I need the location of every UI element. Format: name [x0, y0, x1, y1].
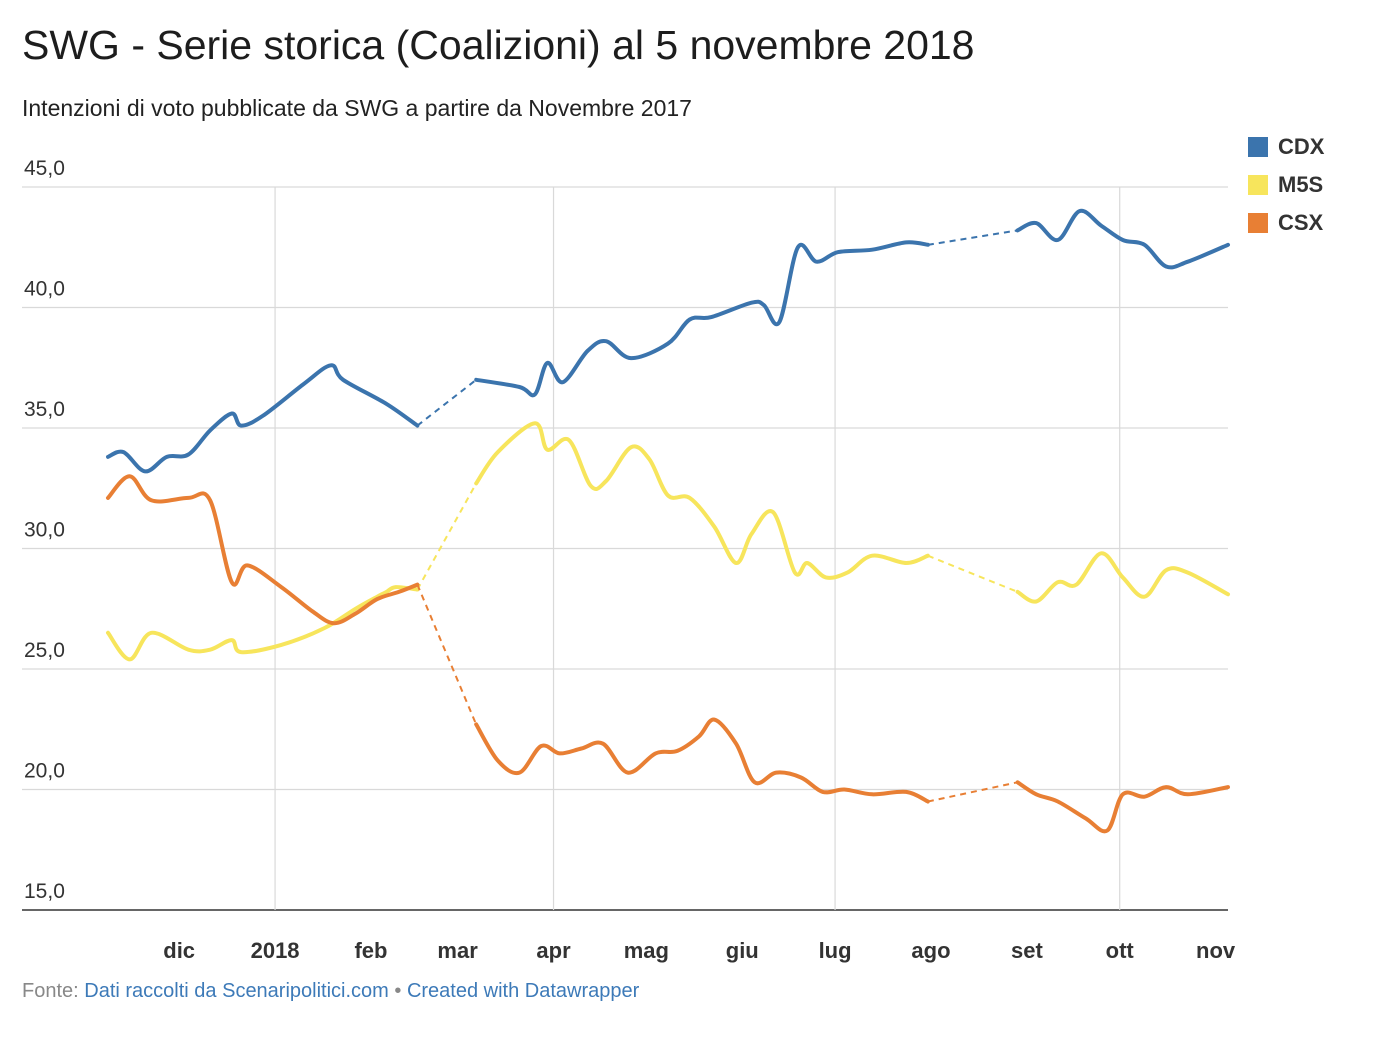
- series-gap-csx: [927, 781, 1018, 803]
- series-line-m5s: [106, 585, 420, 662]
- y-axis: 45,0 40,0 35,0 30,0 25,0 20,0 15,0: [24, 157, 65, 903]
- series-line-cdx: [1015, 208, 1230, 270]
- series-gap-m5s: [416, 482, 478, 590]
- x-tick-label: feb: [354, 938, 387, 963]
- chart-title: SWG - Serie storica (Coalizioni) al 5 no…: [22, 22, 975, 68]
- legend-item-m5s: M5S: [1248, 166, 1324, 204]
- series-layer: [106, 208, 1230, 834]
- datawrapper-link[interactable]: Created with Datawrapper: [406, 980, 640, 1002]
- series-line-csx: [474, 717, 930, 804]
- x-tick-label: ago: [911, 938, 950, 963]
- series-line-csx: [106, 474, 420, 626]
- chart-subtitle: Intenzioni di voto pubblicate da SWG a p…: [22, 95, 692, 121]
- x-tick-label: mag: [624, 938, 669, 963]
- series-gap-csx: [416, 584, 478, 725]
- x-axis: dic 2018 feb mar apr mag giu lug ago set ott nov: [163, 938, 1236, 963]
- legend-swatch: [1248, 213, 1268, 233]
- series-line-cdx: [106, 363, 420, 474]
- series-line-m5s: [1015, 551, 1230, 604]
- legend-swatch: [1248, 137, 1268, 157]
- series-gap-m5s: [927, 554, 1018, 593]
- y-tick-label: 35,0: [24, 398, 65, 421]
- grid-layer: [22, 186, 1228, 911]
- series-gap-cdx: [927, 229, 1018, 246]
- x-tick-label: ott: [1106, 938, 1135, 963]
- series-line-m5s: [474, 421, 930, 580]
- legend-item-cdx: CDX: [1248, 128, 1324, 166]
- x-tick-label: mar: [437, 938, 478, 963]
- legend-swatch: [1248, 175, 1268, 195]
- legend-item-csx: CSX: [1248, 204, 1324, 242]
- legend-label: CDX: [1278, 134, 1325, 159]
- y-tick-label: 25,0: [24, 639, 65, 662]
- y-tick-label: 30,0: [24, 519, 65, 542]
- x-tick-label: 2018: [251, 938, 300, 963]
- y-tick-label: 45,0: [24, 157, 65, 180]
- series-gap-cdx: [416, 379, 477, 427]
- y-tick-label: 15,0: [24, 880, 65, 903]
- legend-label: CSX: [1278, 210, 1324, 235]
- source-link[interactable]: Dati raccolti da Scenaripolitici.com: [84, 980, 389, 1002]
- legend: CDX M5S CSX: [1248, 128, 1324, 242]
- x-tick-label: dic: [163, 938, 195, 963]
- x-tick-label: set: [1011, 938, 1043, 963]
- x-tick-label: lug: [819, 938, 852, 963]
- x-tick-label: nov: [1196, 938, 1236, 963]
- legend-label: M5S: [1278, 172, 1324, 197]
- y-tick-label: 40,0: [24, 278, 65, 301]
- x-tick-label: giu: [726, 938, 759, 963]
- y-tick-label: 20,0: [24, 760, 65, 783]
- footer-separator: •: [388, 980, 407, 1002]
- x-tick-label: apr: [536, 938, 571, 963]
- series-line-csx: [1015, 780, 1230, 834]
- series-line-cdx: [474, 240, 930, 398]
- footer-prefix: Fonte:: [22, 980, 85, 1002]
- footer: Fonte: Dati raccolti da Scenaripolitici.…: [22, 980, 639, 1003]
